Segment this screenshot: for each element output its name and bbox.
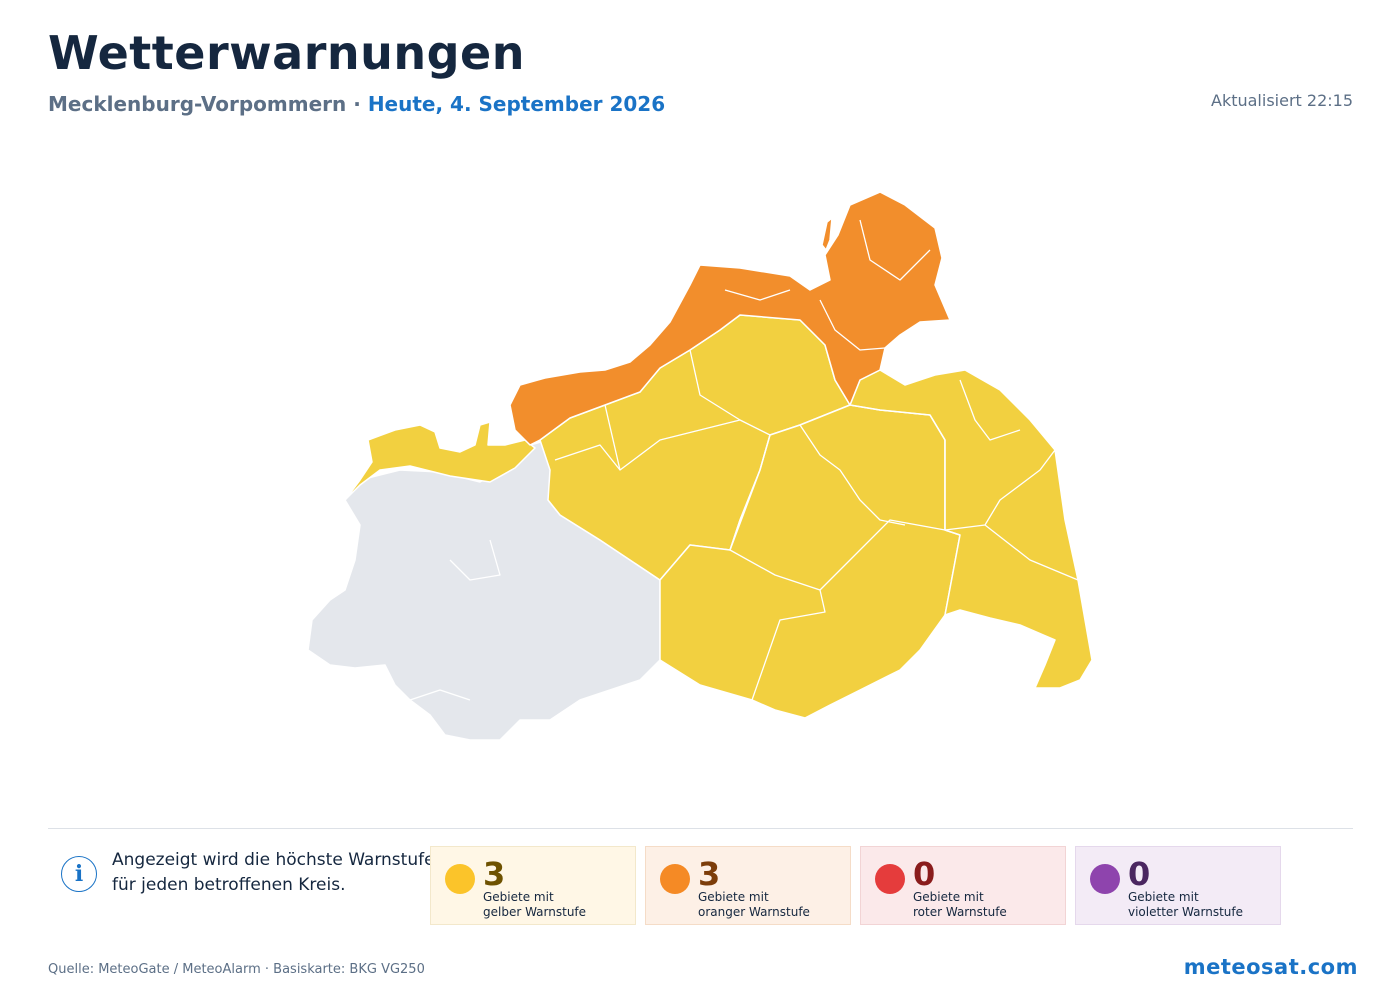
card-label: Gebiete mit oranger Warnstufe	[698, 890, 810, 919]
warning-map	[307, 191, 1093, 741]
updated-timestamp: Aktualisiert 22:15	[1211, 91, 1353, 110]
violet-dot-icon	[1090, 864, 1120, 894]
card-orange: 3 Gebiete mit oranger Warnstufe	[645, 846, 851, 925]
yellow-dot-icon	[445, 864, 475, 894]
card-red: 0 Gebiete mit roter Warnstufe	[860, 846, 1066, 925]
forecast-date: Heute, 4. September 2026	[367, 92, 666, 116]
region-name: Mecklenburg-Vorpommern	[48, 92, 347, 116]
card-count: 3	[698, 855, 721, 893]
card-yellow: 3 Gebiete mit gelber Warnstufe	[430, 846, 636, 925]
card-count: 0	[913, 855, 936, 893]
card-label: Gebiete mit gelber Warnstufe	[483, 890, 587, 919]
map-area-mecklenburgische-seenplatte[interactable]	[659, 404, 961, 719]
map-area-nordwestmecklenburg-coast[interactable]	[344, 421, 536, 501]
divider	[48, 828, 1353, 829]
map-area-vorpommern-ruegen[interactable]	[509, 191, 951, 446]
red-dot-icon	[875, 864, 905, 894]
orange-dot-icon	[660, 864, 690, 894]
card-count: 3	[483, 855, 506, 893]
card-violet: 0 Gebiete mit violetter Warnstufe	[1075, 846, 1281, 925]
source-credit: Quelle: MeteoGate / MeteoAlarm · Basiska…	[48, 962, 425, 977]
brand-link[interactable]: meteosat.com	[1183, 955, 1358, 979]
subtitle-separator: ·	[353, 92, 361, 116]
district-borders	[409, 219, 1079, 701]
map-area-hiddensee[interactable]	[821, 217, 833, 251]
map-area-ludwigslust-parchim[interactable]	[307, 439, 661, 741]
card-count: 0	[1128, 855, 1151, 893]
card-label: Gebiete mit roter Warnstufe	[913, 890, 1007, 919]
page-title: Wetterwarnungen	[48, 26, 526, 80]
card-label: Gebiete mit violetter Warnstufe	[1128, 890, 1243, 919]
info-text: Angezeigt wird die höchste Warnstufe für…	[112, 850, 435, 895]
info-icon: i	[61, 856, 97, 892]
subtitle: Mecklenburg-Vorpommern · Heute, 4. Septe…	[48, 92, 665, 116]
